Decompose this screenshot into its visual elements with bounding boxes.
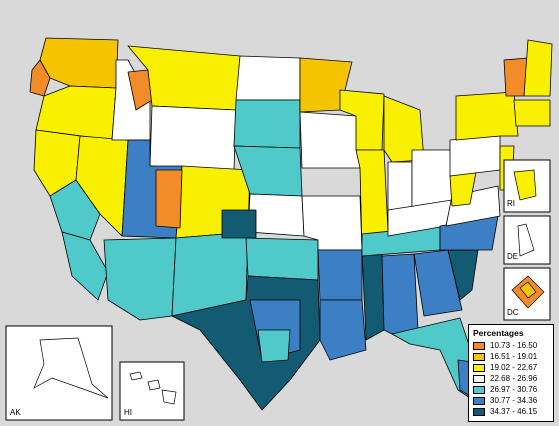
region-mi — [383, 95, 425, 163]
legend-row: 16.51 - 19.01 — [473, 351, 549, 362]
region-ny — [455, 91, 519, 141]
legend-row: 34.37 - 46.15 — [473, 406, 549, 417]
inset-dc-label: DC — [507, 308, 519, 317]
legend-swatch — [473, 341, 485, 350]
legend-swatch — [473, 407, 485, 416]
region-ga — [413, 249, 463, 317]
region-ia — [299, 111, 361, 169]
region-fl — [391, 317, 475, 399]
legend-label: 26.97 - 30.76 — [490, 385, 538, 394]
legend-swatch — [473, 385, 485, 394]
legend-label: 34.37 - 46.15 — [490, 407, 538, 416]
inset-hi-label: HI — [124, 408, 132, 417]
region-al — [381, 253, 419, 335]
legend-title: Percentages — [473, 328, 524, 338]
legend-row: 26.97 - 30.76 — [473, 384, 549, 395]
inset-hi-shape-1 — [129, 371, 143, 381]
legend: Percentages 10.73 - 16.50 16.51 - 19.01 19… — [468, 324, 554, 422]
region-ms — [361, 249, 385, 341]
legend-row: 22.68 - 26.96 — [473, 373, 549, 384]
legend-swatch — [473, 363, 485, 372]
inset-dc-inner — [519, 281, 537, 299]
inset-ak-shape — [33, 337, 109, 399]
legend-row: 10.73 - 16.50 — [473, 340, 549, 351]
legend-label: 16.51 - 19.01 — [490, 352, 538, 361]
inset-ri-label: RI — [507, 199, 515, 208]
legend-row: 19.02 - 22.67 — [473, 362, 549, 373]
region-sd — [233, 99, 301, 149]
legend-swatch — [473, 374, 485, 383]
legend-rows: 10.73 - 16.50 16.51 - 19.01 19.02 - 22.67 2… — [473, 340, 549, 417]
legend-row: 30.77 - 34.36 — [473, 395, 549, 406]
region-wa-west — [29, 59, 51, 97]
region-ar — [317, 249, 363, 301]
legend-label: 10.73 - 16.50 — [490, 341, 538, 350]
region-ok — [245, 237, 319, 281]
region-la — [319, 299, 367, 361]
legend-label: 30.77 - 34.36 — [490, 396, 538, 405]
region-wa — [39, 37, 119, 89]
legend-swatch — [473, 396, 485, 405]
region-az — [103, 237, 177, 321]
inset-hi-shape-3 — [161, 389, 177, 405]
region-ca-south — [61, 231, 109, 301]
inset-ak-label: AK — [10, 408, 21, 417]
region-ma — [513, 99, 551, 127]
region-co-orange — [155, 169, 183, 229]
inset-hi-frame — [119, 361, 185, 421]
region-pa — [449, 135, 501, 177]
region-tx-cyan — [257, 329, 291, 363]
legend-label: 19.02 - 22.67 — [490, 363, 538, 372]
region-me — [523, 39, 553, 97]
inset-de-shape — [517, 223, 535, 257]
region-ks-dark — [221, 209, 257, 239]
region-ca-central — [49, 179, 101, 241]
region-wy — [149, 105, 237, 171]
inset-hi-shape-2 — [147, 379, 161, 391]
inset-de-label: DE — [507, 252, 519, 261]
legend-swatch — [473, 352, 485, 361]
region-nd — [235, 55, 301, 101]
inset-ri-shape — [513, 169, 537, 201]
legend-label: 22.68 - 26.96 — [490, 374, 538, 383]
